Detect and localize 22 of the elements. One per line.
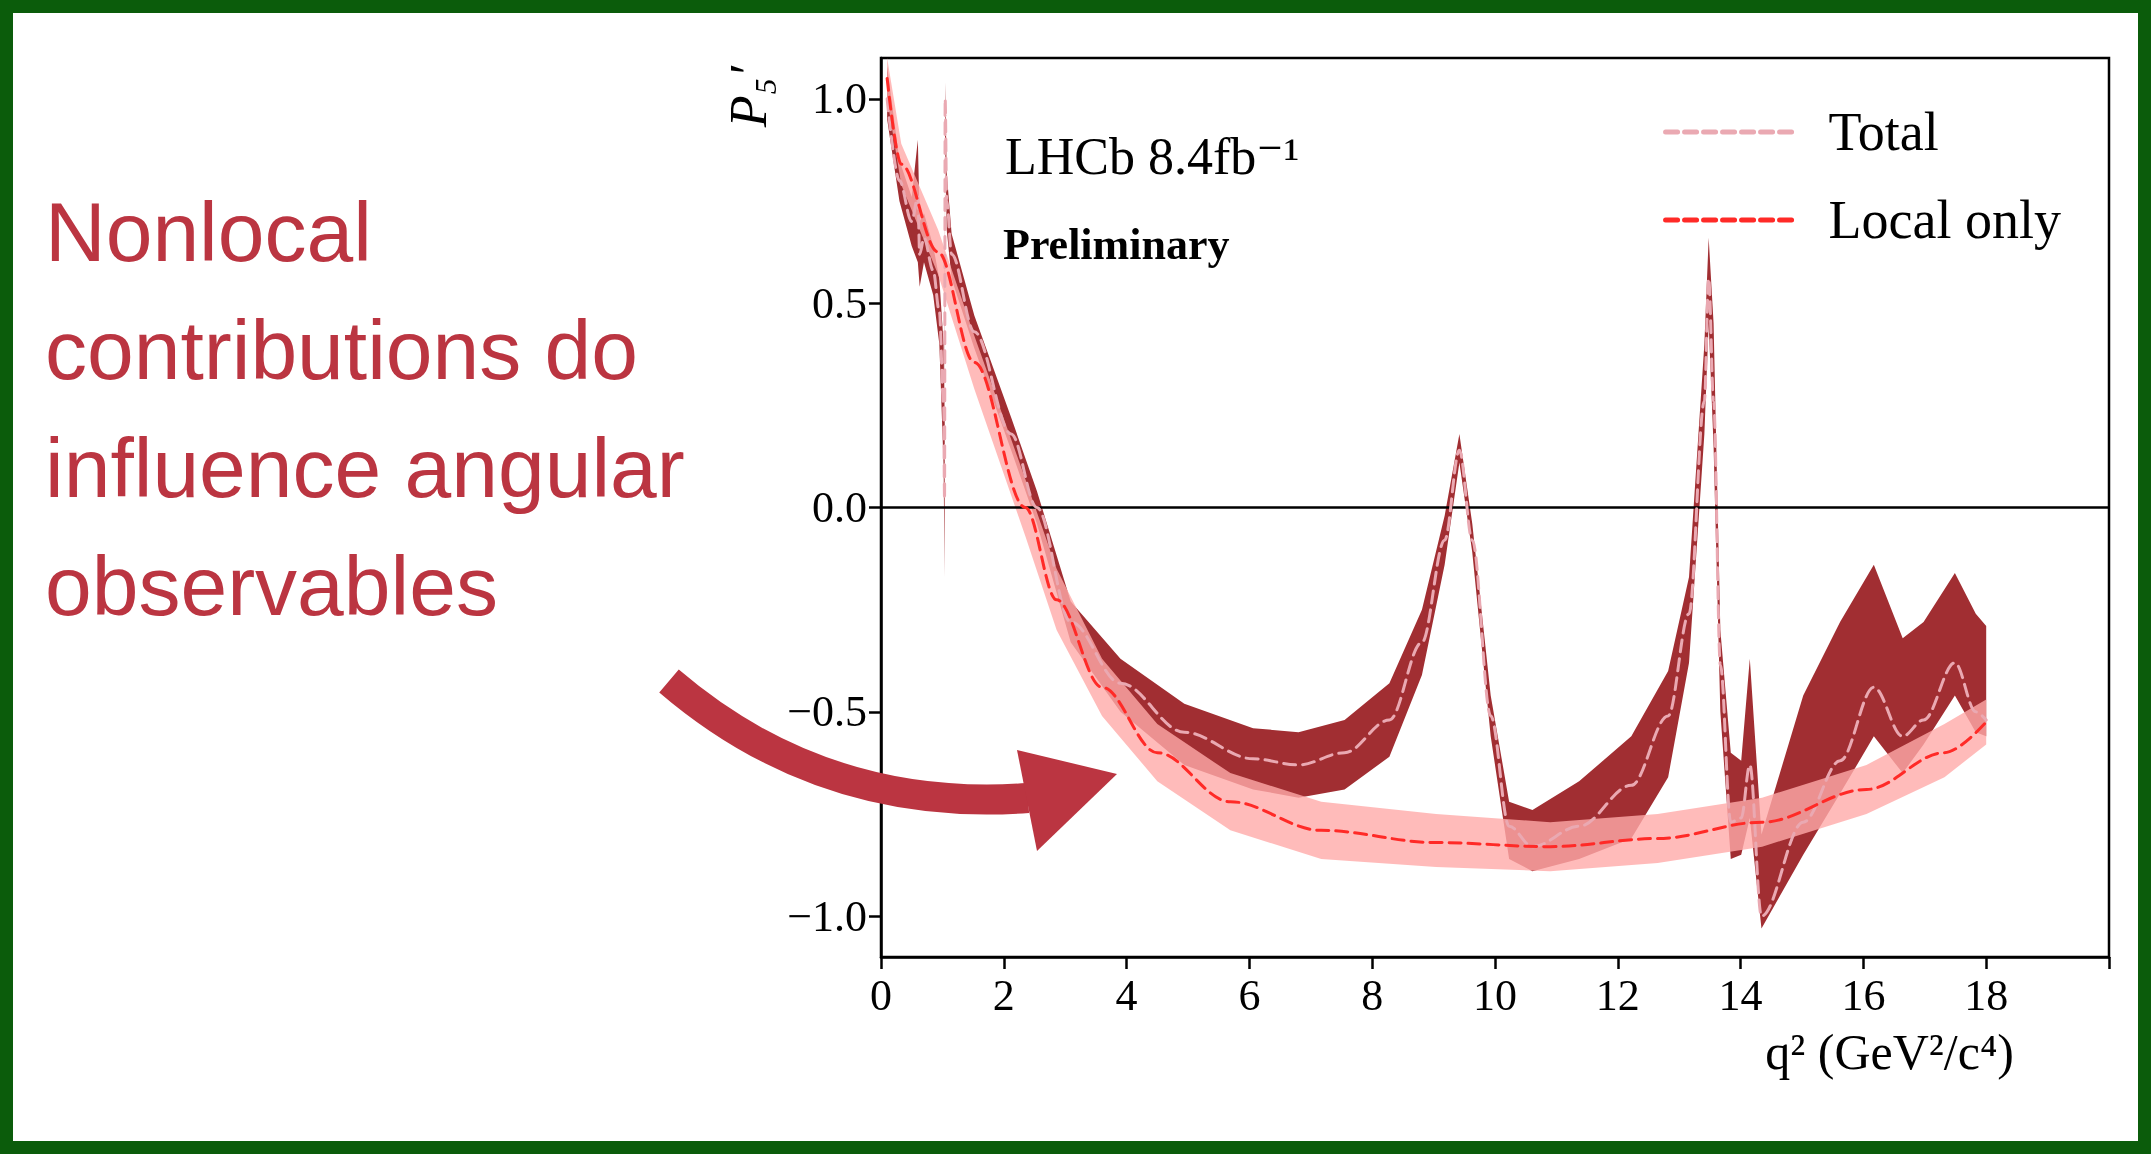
annotation: LHCb 8.4fb⁻¹ xyxy=(1005,127,1300,185)
y-tick-label: −1.0 xyxy=(787,891,867,941)
y-tick-label: 0.5 xyxy=(812,278,867,328)
x-tick-label: 14 xyxy=(1718,970,1763,1020)
legend-label: Local only xyxy=(1828,190,2062,250)
x-tick-label: 8 xyxy=(1361,970,1384,1020)
y-tick-label: 1.0 xyxy=(812,74,867,124)
x-tick-label: 2 xyxy=(992,970,1015,1020)
legend-label: Total xyxy=(1828,102,1939,162)
x-tick-label: 4 xyxy=(1115,970,1138,1020)
y-tick-label: −0.5 xyxy=(787,687,867,737)
annotation: Preliminary xyxy=(1003,219,1230,269)
x-tick-label: 6 xyxy=(1238,970,1261,1020)
x-tick-label: 18 xyxy=(1964,970,2009,1020)
y-tick-label: 0.0 xyxy=(812,483,867,532)
x-tick-label: 0 xyxy=(870,970,892,1020)
x-tick-label: 16 xyxy=(1841,970,1886,1020)
y-axis-title: P₅′ xyxy=(719,64,777,129)
text: Nonlocal contributions do influence angular observables xyxy=(45,185,685,633)
x-tick-label: 10 xyxy=(1473,970,1517,1020)
x-tick-label: 12 xyxy=(1595,970,1640,1020)
x-axis-title: q² (GeV²/c⁴) xyxy=(1765,1024,2014,1080)
